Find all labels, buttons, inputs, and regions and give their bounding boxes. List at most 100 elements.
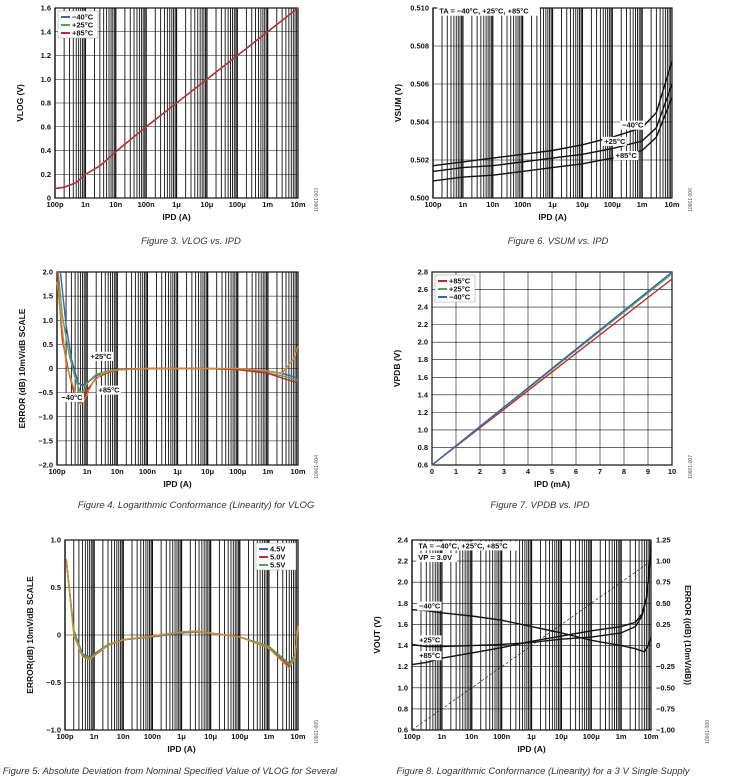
x-tick-label: 4 — [526, 467, 531, 476]
y-axis-label: ERROR (dB) 10mV/dB SCALE — [17, 308, 27, 428]
series-line-85C — [432, 97, 673, 182]
x-tick-label: 100n — [139, 467, 157, 476]
y-tick-label: 1.6 — [418, 373, 428, 382]
x-tick-label: 1n — [437, 732, 446, 741]
x-tick-label: 1μ — [527, 732, 536, 741]
x-tick-label: 10n — [486, 200, 499, 209]
x-tick-label: 100n — [493, 732, 511, 741]
x-tick-label: 100μ — [604, 200, 622, 209]
x-tick-label: 1n — [458, 200, 467, 209]
annotation-label: VP = 3.0V — [418, 553, 452, 562]
figure-caption: Figure 8. Logarithmic Conformance (Linea… — [396, 766, 690, 777]
y-tick-label: 1.5 — [43, 292, 53, 301]
gridlines — [432, 7, 672, 199]
x-tick-label: 10m — [643, 732, 658, 741]
legend-entry: +85°C — [72, 29, 94, 38]
y-axis-label: VOUT (V) — [372, 616, 382, 653]
y-tick-label: 1.0 — [41, 75, 51, 84]
annotation-bg — [613, 151, 639, 161]
x-tick-label: 1m — [637, 200, 648, 209]
y-tick-label: 2.2 — [418, 320, 428, 329]
x-tick-label: 1n — [90, 732, 99, 741]
x-tick-label: 100p — [46, 200, 64, 209]
x-tick-label: 100p — [48, 467, 66, 476]
annotation-bg — [620, 120, 645, 130]
annotation-bg — [59, 392, 84, 402]
y-axis-label: VLOG (V) — [15, 84, 25, 122]
x-axis-label: IPD (A) — [167, 744, 196, 754]
annotation-label: +25°C — [419, 635, 441, 644]
y-tick-label: 0 — [47, 194, 51, 203]
y-tick-label: 0.502 — [410, 156, 429, 165]
y-tick-label: 2.0 — [418, 338, 428, 347]
x-axis-label: IPD (A) — [517, 744, 546, 754]
y2-tick-label: 0.25 — [656, 620, 671, 629]
chart-fig7: 0 1 2 3 4 5 6 7 8 9 10 0.6 0.8 1.0 1.2 1.4 1.6 1.8 2.0 2.2 2… — [392, 268, 694, 512]
y-tick-label: 2.0 — [43, 268, 53, 277]
series-line-40C — [432, 60, 673, 167]
y-tick-label: 0.8 — [418, 443, 428, 452]
y2-axis-label: ERROR ((dB) (10mV/dB)) — [683, 585, 693, 685]
legend-entry: −40°C — [449, 293, 471, 302]
x-tick-label: 10m — [664, 200, 679, 209]
y-tick-label: 0.500 — [410, 194, 429, 203]
annotation-bg — [437, 6, 540, 16]
x-axis-label: IPD (A) — [163, 479, 192, 489]
x-tick-label: 1μ — [548, 200, 557, 209]
annotation-label: +85°C — [98, 386, 120, 395]
annotation-label: +25°C — [604, 137, 626, 146]
x-tick-label: 100n — [514, 200, 532, 209]
legend: 4.5V5.0V5.5V — [255, 542, 297, 571]
legend-entry: 5.5V — [270, 561, 285, 570]
x-tick-label: 5 — [550, 467, 554, 476]
x-tick-label: 1n — [83, 467, 92, 476]
y-tick-label: −1.0 — [46, 726, 61, 735]
x-tick-label: 1m — [262, 200, 273, 209]
annotation-label: TA = −40°C, +25°C, +85°C — [439, 7, 529, 16]
x-tick-label: 0 — [430, 467, 434, 476]
figure-caption: Figure 3. VLOG vs. IPD — [141, 236, 241, 247]
y-tick-label: 1.6 — [398, 620, 408, 629]
y-tick-label: 0.5 — [43, 340, 53, 349]
x-axis-label: IPD (A) — [162, 212, 191, 222]
y-tick-label: 2.2 — [398, 557, 408, 566]
series-group — [54, 7, 299, 190]
x-tick-label: 100p — [403, 732, 421, 741]
y-tick-label: 0.6 — [41, 122, 51, 131]
y-tick-label: 0.6 — [398, 726, 408, 735]
annotation-label: +85°C — [616, 151, 638, 160]
series-line-VOUT — [411, 560, 652, 731]
x-tick-label: 10μ — [200, 200, 213, 209]
x-tick-label: 10n — [117, 732, 130, 741]
legend-entry: +85°C — [449, 277, 471, 286]
y2-tick-label: −0.25 — [656, 662, 675, 671]
x-tick-label: 10m — [290, 467, 305, 476]
y-axis-label: ERROR(dB) 10mV/dB SCALE — [25, 576, 35, 694]
x-tick-label: 10μ — [576, 200, 589, 209]
x-tick-label: 1μ — [172, 200, 181, 209]
series-line-40C — [431, 271, 673, 466]
x-tick-label: 9 — [646, 467, 650, 476]
figure-caption: Figure 6. VSUM vs. IPD — [508, 236, 609, 247]
y-tick-label: 0.5 — [51, 583, 61, 592]
series-line-25C — [432, 83, 673, 173]
series-group — [431, 271, 673, 466]
x-tick-label: 1m — [616, 732, 627, 741]
x-axis-label: IPD (mA) — [534, 479, 570, 489]
annotation-bg — [88, 351, 114, 361]
figure-id: 10661-006 — [688, 188, 694, 212]
y-tick-label: 1.0 — [51, 536, 61, 545]
legend: +85°C+25°C−40°C — [434, 274, 476, 303]
y-tick-label: 1.0 — [418, 425, 428, 434]
x-tick-label: 100p — [56, 732, 74, 741]
legend-entry: 5.0V — [270, 553, 285, 562]
y-axis-label: VPDB (V) — [392, 350, 402, 387]
y-tick-label: 2.0 — [398, 578, 408, 587]
y2-tick-label: 0.50 — [656, 599, 671, 608]
x-axis-label: IPD (A) — [538, 212, 567, 222]
y2-tick-label: 1.25 — [656, 536, 671, 545]
y-tick-label: 1.0 — [43, 316, 53, 325]
x-tick-label: 100μ — [583, 732, 601, 741]
x-tick-label: 10μ — [201, 467, 214, 476]
